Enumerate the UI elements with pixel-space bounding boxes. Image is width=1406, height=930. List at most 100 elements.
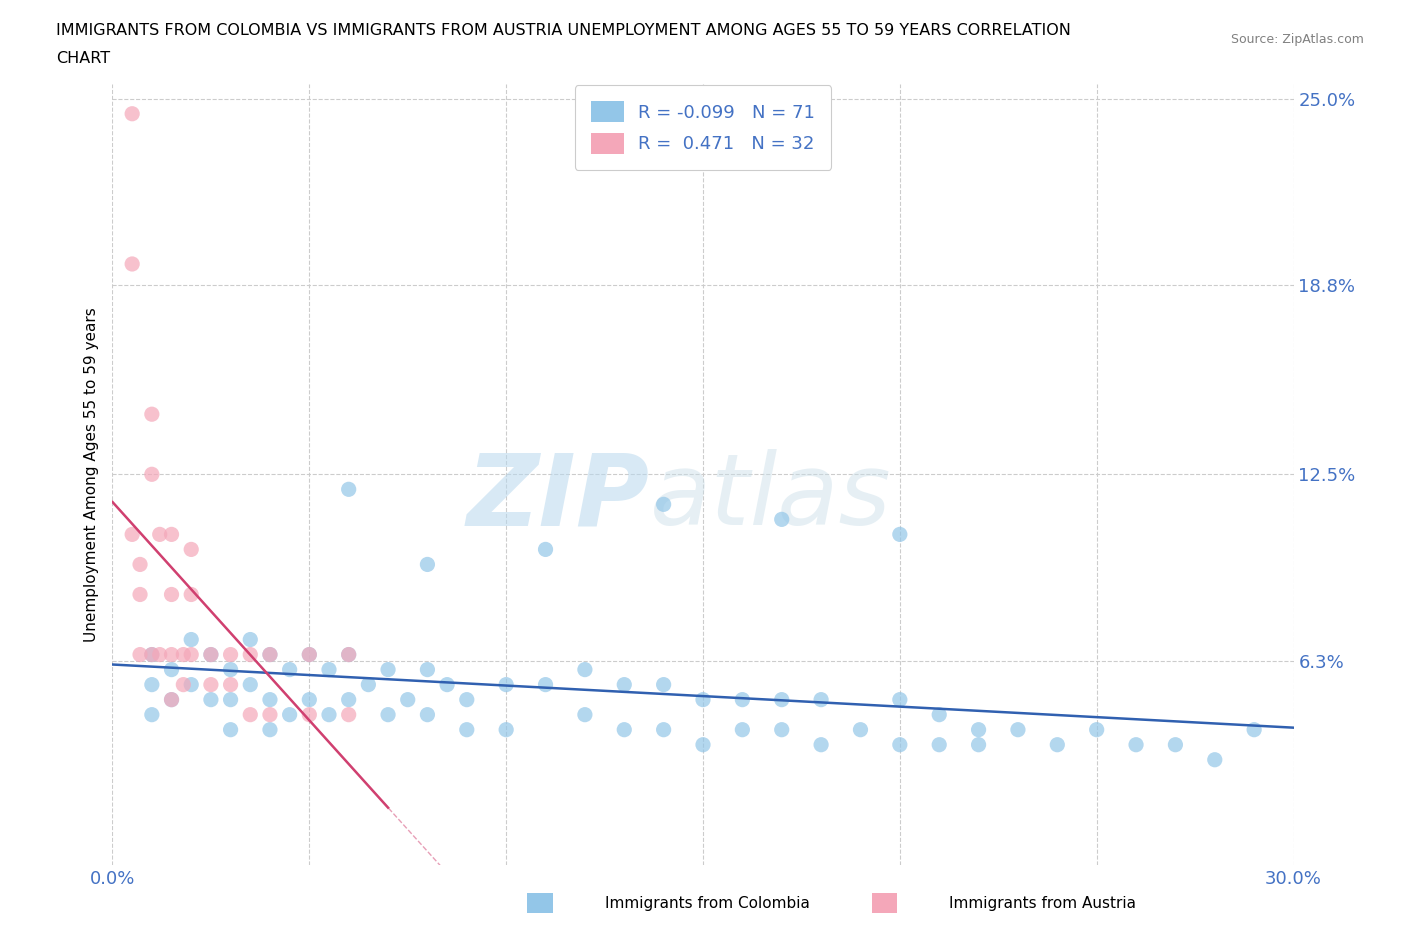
Point [259,723,281,737]
Point [928,707,950,722]
Point [1046,737,1069,752]
Point [141,467,163,482]
Point [239,647,262,662]
Point [298,647,321,662]
Point [810,737,832,752]
Point [889,527,911,542]
Point [180,647,202,662]
Point [967,737,990,752]
Legend: R = -0.099   N = 71, R =  0.471   N = 32: R = -0.099 N = 71, R = 0.471 N = 32 [575,85,831,170]
Point [889,737,911,752]
Point [613,723,636,737]
Point [129,557,152,572]
Point [318,662,340,677]
Point [180,542,202,557]
Point [239,677,262,692]
Point [967,723,990,737]
Point [377,662,399,677]
Point [928,737,950,752]
Point [416,557,439,572]
Point [456,692,478,707]
Point [180,677,202,692]
Point [149,527,172,542]
Point [121,527,143,542]
Point [416,662,439,677]
Text: CHART: CHART [56,51,110,66]
Point [318,707,340,722]
Point [652,497,675,512]
Point [337,647,360,662]
Y-axis label: Unemployment Among Ages 55 to 59 years: Unemployment Among Ages 55 to 59 years [83,307,98,642]
Point [298,707,321,722]
Point [652,677,675,692]
Point [259,707,281,722]
Point [1007,723,1029,737]
Point [692,692,714,707]
Point [337,482,360,497]
Point [574,662,596,677]
Point [259,647,281,662]
Point [160,692,183,707]
Point [219,723,242,737]
Point [200,647,222,662]
Point [129,647,152,662]
Point [121,257,143,272]
Point [180,632,202,647]
Point [298,692,321,707]
Point [160,692,183,707]
Point [172,677,194,692]
Point [337,707,360,722]
Point [337,692,360,707]
Point [200,677,222,692]
Point [731,692,754,707]
Text: atlas: atlas [650,449,891,546]
Point [298,647,321,662]
Point [141,647,163,662]
Point [1243,723,1265,737]
Point [141,707,163,722]
Point [534,542,557,557]
Point [357,677,380,692]
Point [239,632,262,647]
Point [219,692,242,707]
Point [731,723,754,737]
Point [160,527,183,542]
Point [259,647,281,662]
Point [652,723,675,737]
Point [129,587,152,602]
Point [172,647,194,662]
Point [396,692,419,707]
Point [416,707,439,722]
Point [200,692,222,707]
Point [770,512,793,526]
Point [1085,723,1108,737]
Point [278,662,301,677]
Point [810,692,832,707]
Point [180,587,202,602]
Text: ZIP: ZIP [467,449,650,546]
Point [1204,752,1226,767]
Point [219,662,242,677]
Point [377,707,399,722]
Point [692,737,714,752]
Point [849,723,872,737]
Point [259,692,281,707]
Point [574,707,596,722]
Text: Immigrants from Austria: Immigrants from Austria [949,897,1136,911]
Point [219,647,242,662]
Point [1164,737,1187,752]
Point [141,647,163,662]
Point [456,723,478,737]
Point [149,647,172,662]
Point [495,723,517,737]
Point [141,406,163,421]
Point [534,677,557,692]
Text: IMMIGRANTS FROM COLOMBIA VS IMMIGRANTS FROM AUSTRIA UNEMPLOYMENT AMONG AGES 55 T: IMMIGRANTS FROM COLOMBIA VS IMMIGRANTS F… [56,23,1071,38]
Text: Immigrants from Colombia: Immigrants from Colombia [605,897,810,911]
Point [141,677,163,692]
Point [337,647,360,662]
Point [436,677,458,692]
Point [200,647,222,662]
Point [770,723,793,737]
Point [160,587,183,602]
